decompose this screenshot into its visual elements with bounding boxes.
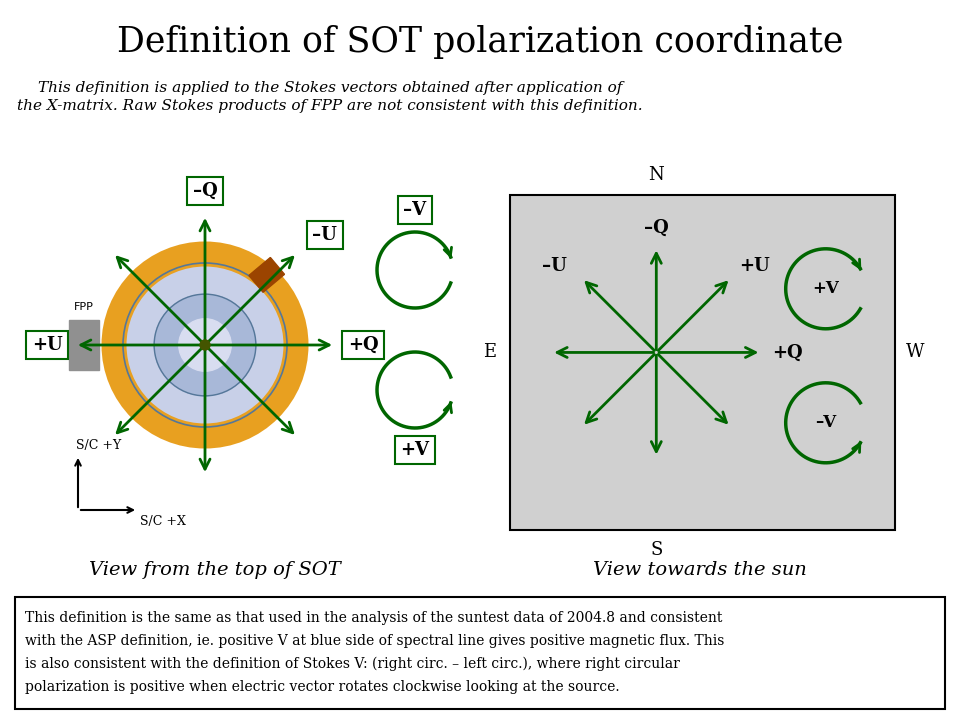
- Text: with the ASP definition, ie. positive V at blue side of spectral line gives posi: with the ASP definition, ie. positive V …: [25, 634, 725, 648]
- Text: –V: –V: [815, 414, 836, 431]
- Circle shape: [155, 294, 255, 396]
- Text: –V: –V: [403, 201, 426, 219]
- Text: +V: +V: [400, 441, 429, 459]
- Text: +Q: +Q: [348, 336, 378, 354]
- Circle shape: [200, 340, 210, 350]
- Text: –Q: –Q: [193, 182, 217, 200]
- Circle shape: [103, 243, 307, 447]
- Text: –Q: –Q: [644, 218, 669, 236]
- Text: the X-matrix. Raw Stokes products of FPP are not consistent with this definition: the X-matrix. Raw Stokes products of FPP…: [17, 99, 643, 113]
- Text: This definition is applied to the Stokes vectors obtained after application of: This definition is applied to the Stokes…: [37, 81, 622, 95]
- Circle shape: [123, 263, 287, 427]
- Text: S/C +Y: S/C +Y: [76, 439, 121, 452]
- Text: FPP: FPP: [74, 302, 94, 312]
- Text: View from the top of SOT: View from the top of SOT: [89, 561, 341, 579]
- Text: Definition of SOT polarization coordinate: Definition of SOT polarization coordinat…: [117, 25, 843, 59]
- Text: polarization is positive when electric vector rotates clockwise looking at the s: polarization is positive when electric v…: [25, 680, 619, 694]
- Bar: [249, 258, 284, 292]
- Text: N: N: [648, 166, 664, 184]
- Text: +U: +U: [739, 257, 770, 275]
- Text: View towards the sun: View towards the sun: [593, 561, 806, 579]
- Bar: [510, 195, 895, 530]
- Text: S: S: [650, 541, 662, 559]
- Text: S/C +X: S/C +X: [140, 516, 186, 528]
- Text: E: E: [484, 343, 496, 361]
- Text: W: W: [905, 343, 924, 361]
- Circle shape: [179, 319, 231, 372]
- Text: +U: +U: [32, 336, 62, 354]
- Bar: [69, 320, 99, 370]
- Bar: [15, 597, 945, 709]
- Text: –U: –U: [541, 257, 566, 275]
- Text: –U: –U: [313, 226, 337, 244]
- Text: This definition is the same as that used in the analysis of the suntest data of : This definition is the same as that used…: [25, 611, 722, 625]
- Text: +V: +V: [812, 280, 839, 297]
- Text: is also consistent with the definition of Stokes V: (right circ. – left circ.), : is also consistent with the definition o…: [25, 657, 680, 671]
- Text: +Q: +Q: [772, 343, 803, 361]
